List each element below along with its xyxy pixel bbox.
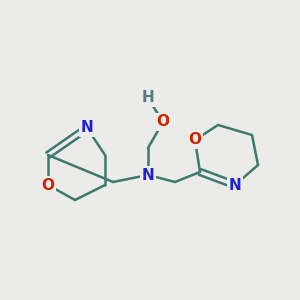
Text: O: O: [188, 133, 202, 148]
Text: N: N: [229, 178, 242, 193]
Text: O: O: [157, 115, 169, 130]
Text: H: H: [142, 91, 154, 106]
Text: N: N: [81, 121, 93, 136]
Text: O: O: [41, 178, 55, 193]
Text: N: N: [142, 167, 154, 182]
